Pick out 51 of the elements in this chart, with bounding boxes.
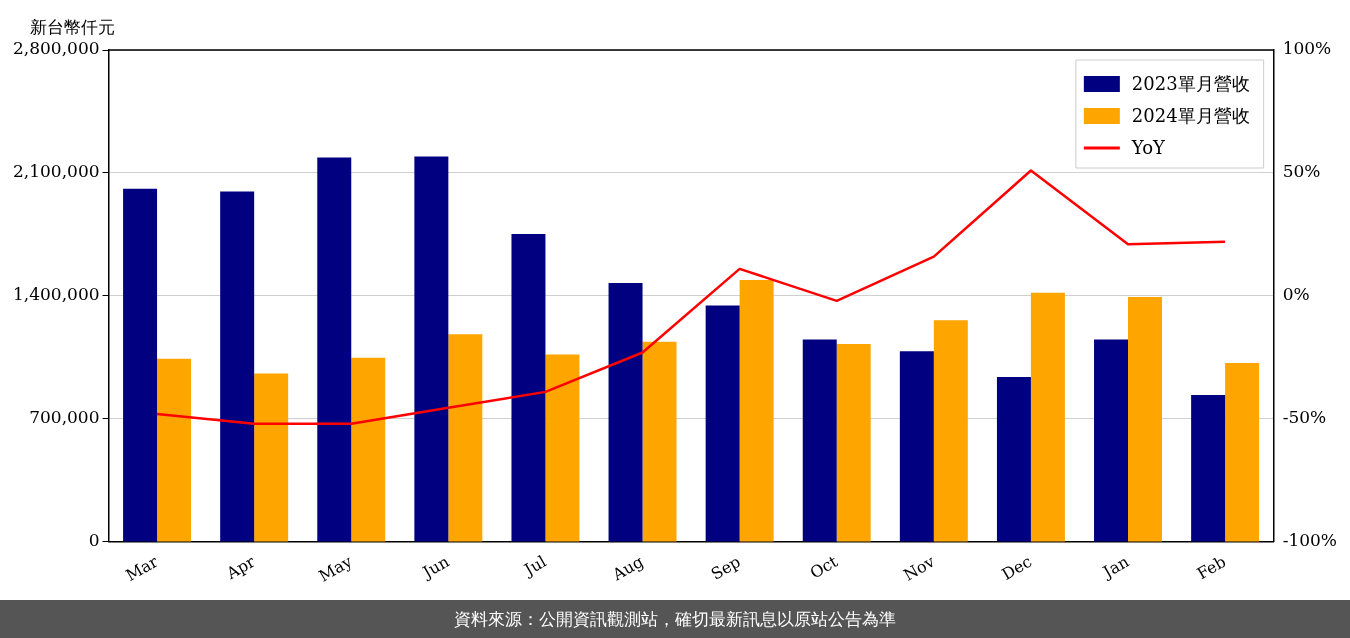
y-tick-label: 1,400,000 [12, 284, 100, 305]
bar [705, 305, 740, 542]
bar [220, 191, 255, 542]
x-tick-label: Dec [998, 551, 1036, 584]
y2-tick-label: -50% [1282, 407, 1327, 428]
bar [545, 354, 580, 542]
y2-tick-label: 0% [1282, 284, 1310, 305]
x-tick-label: Jun [417, 551, 453, 583]
source-note: 資料來源：公開資訊觀測站，確切最新訊息以原站公告為準 [0, 600, 1350, 638]
y-tick-label: 2,100,000 [12, 161, 100, 182]
y2-tick-label: 50% [1282, 161, 1321, 182]
bar [739, 279, 774, 542]
bar [1030, 292, 1065, 542]
x-tick-label: Aug [608, 551, 647, 585]
bar [1128, 297, 1162, 542]
legend-label: 2024單月營收 [1131, 104, 1250, 126]
x-tick-label: Apr [222, 551, 259, 584]
bar [414, 156, 449, 542]
x-tick-label: Jul [519, 551, 550, 581]
y-tick-label: 0 [88, 530, 100, 551]
bar [123, 188, 158, 542]
bar [157, 358, 192, 542]
y-tick-label: 700,000 [29, 407, 100, 428]
legend-label: 2023單月營收 [1131, 72, 1250, 94]
bar [836, 343, 871, 542]
y-tick-label: 2,800,000 [12, 38, 100, 59]
bar [933, 320, 968, 542]
x-tick-label: May [315, 551, 356, 586]
bar [1094, 339, 1129, 542]
x-tick-label: Sep [707, 551, 744, 584]
bar [351, 357, 386, 542]
x-tick-label: Feb [1193, 551, 1230, 584]
bar [899, 351, 934, 542]
x-tick-label: Oct [806, 551, 842, 583]
bar [608, 283, 643, 542]
bar [1225, 363, 1260, 542]
y-axis-title: 新台幣仟元 [30, 17, 115, 37]
bar [317, 157, 352, 542]
x-tick-label: Nov [900, 551, 938, 585]
bar [511, 234, 546, 542]
legend-label: YoY [1130, 136, 1166, 158]
bar [448, 334, 483, 542]
y2-tick-label: -100% [1282, 530, 1338, 551]
bar [642, 341, 677, 542]
x-tick-label: Mar [122, 551, 162, 586]
bar [802, 339, 837, 542]
x-tick-label: Jan [1098, 551, 1133, 583]
bar [254, 373, 289, 542]
bar [996, 376, 1031, 542]
bar [1191, 395, 1226, 542]
y2-tick-label: 100% [1282, 38, 1332, 59]
